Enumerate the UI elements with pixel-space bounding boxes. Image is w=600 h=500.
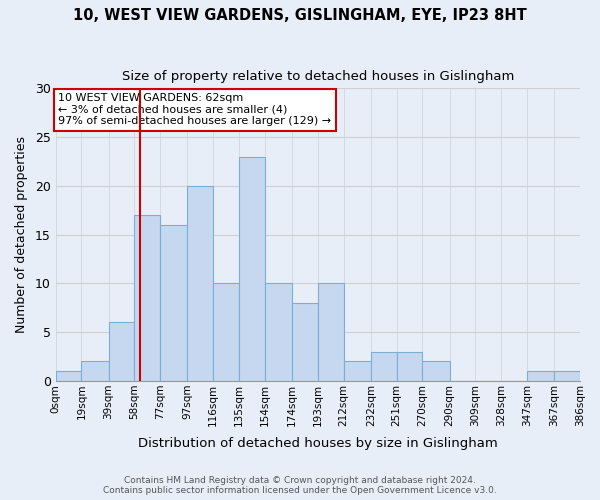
Bar: [265, 284, 292, 381]
Bar: [109, 322, 134, 381]
Text: Contains HM Land Registry data © Crown copyright and database right 2024.
Contai: Contains HM Land Registry data © Crown c…: [103, 476, 497, 495]
Bar: [134, 215, 160, 381]
Text: 10 WEST VIEW GARDENS: 62sqm
← 3% of detached houses are smaller (4)
97% of semi-: 10 WEST VIEW GARDENS: 62sqm ← 3% of deta…: [58, 93, 332, 126]
Bar: [213, 284, 239, 381]
Bar: [56, 371, 82, 381]
Bar: [187, 186, 213, 381]
X-axis label: Distribution of detached houses by size in Gislingham: Distribution of detached houses by size …: [138, 437, 498, 450]
Bar: [82, 362, 109, 381]
Bar: [318, 284, 344, 381]
Bar: [527, 371, 554, 381]
Bar: [239, 156, 265, 381]
Title: Size of property relative to detached houses in Gislingham: Size of property relative to detached ho…: [122, 70, 514, 83]
Bar: [397, 352, 422, 381]
Text: 10, WEST VIEW GARDENS, GISLINGHAM, EYE, IP23 8HT: 10, WEST VIEW GARDENS, GISLINGHAM, EYE, …: [73, 8, 527, 22]
Bar: [554, 371, 580, 381]
Bar: [292, 303, 318, 381]
Bar: [422, 362, 449, 381]
Y-axis label: Number of detached properties: Number of detached properties: [15, 136, 28, 333]
Bar: [344, 362, 371, 381]
Bar: [371, 352, 397, 381]
Bar: [160, 225, 187, 381]
